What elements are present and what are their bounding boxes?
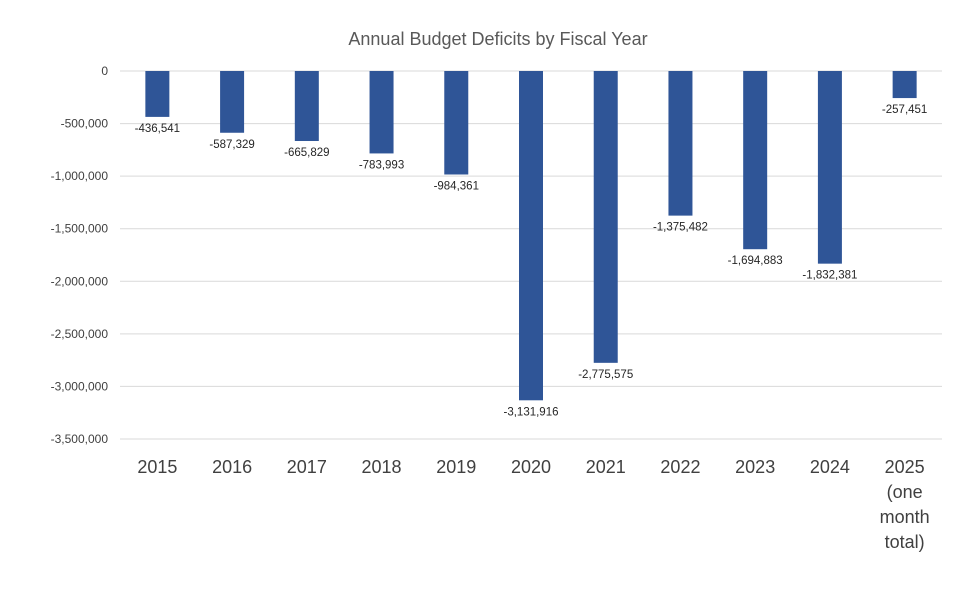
data-label: -984,361 <box>434 180 479 192</box>
y-tick-label: -3,500,000 <box>51 432 109 446</box>
y-tick-label: -2,500,000 <box>51 327 109 341</box>
y-tick-label: -3,000,000 <box>51 379 109 393</box>
data-label: -665,829 <box>284 147 329 159</box>
x-tick-label-line: month <box>880 507 930 527</box>
y-tick-label: -1,000,000 <box>51 169 109 183</box>
data-label: -1,375,482 <box>653 222 708 234</box>
data-label: -587,329 <box>209 139 254 151</box>
bar <box>145 71 170 117</box>
x-tick-label-line: 2016 <box>212 457 252 477</box>
x-tick-label: 2023 <box>735 457 775 477</box>
y-tick-label: -500,000 <box>61 117 109 131</box>
x-tick-label: 2015 <box>137 457 177 477</box>
bars <box>145 71 917 401</box>
x-tick-label-line: (one <box>887 482 923 502</box>
y-tick-label: 0 <box>101 64 108 78</box>
x-tick-label: 2022 <box>660 457 700 477</box>
bar <box>444 71 469 175</box>
bar <box>294 71 319 142</box>
bar <box>369 71 394 154</box>
x-tick-label-line: total) <box>885 532 925 552</box>
y-tick-label: -1,500,000 <box>51 222 109 236</box>
data-label: -2,775,575 <box>578 369 633 381</box>
data-label: -3,131,916 <box>504 406 559 418</box>
x-tick-label: 2021 <box>586 457 626 477</box>
bar <box>668 71 693 216</box>
x-tick-label-line: 2021 <box>586 457 626 477</box>
x-tick-label: 2020 <box>511 457 551 477</box>
chart-title: Annual Budget Deficits by Fiscal Year <box>348 29 648 49</box>
data-label: -257,451 <box>882 104 927 116</box>
x-tick-label-line: 2018 <box>362 457 402 477</box>
x-tick-label-line: 2024 <box>810 457 850 477</box>
x-tick-label-line: 2020 <box>511 457 551 477</box>
data-label: -1,694,883 <box>728 255 783 267</box>
data-label: -436,541 <box>135 123 180 135</box>
y-axis-tick-labels: 0 -500,000 -1,000,000 -1,500,000 -2,000,000 -… <box>51 64 109 446</box>
x-tick-label-line: 2023 <box>735 457 775 477</box>
bar <box>220 71 245 133</box>
x-tick-label-line: 2015 <box>137 457 177 477</box>
bar <box>817 71 842 264</box>
x-tick-label: 2019 <box>436 457 476 477</box>
x-tick-label: 2024 <box>810 457 850 477</box>
x-tick-label: 2017 <box>287 457 327 477</box>
bar <box>743 71 768 250</box>
x-tick-label-line: 2019 <box>436 457 476 477</box>
x-tick-label: 2018 <box>362 457 402 477</box>
x-tick-label-line: 2017 <box>287 457 327 477</box>
data-labels: -436,541 -587,329 -665,829 -783,993 -984,361… <box>135 104 928 418</box>
data-label: -783,993 <box>359 159 404 171</box>
x-tick-label-line: 2022 <box>660 457 700 477</box>
bar <box>519 71 543 401</box>
y-tick-label: -2,000,000 <box>51 274 109 288</box>
bar <box>593 71 618 363</box>
x-tick-label: 2016 <box>212 457 252 477</box>
x-axis-tick-labels: 2015 2016 2017 2018 2019 2020 2021 2022 2023 2024… <box>137 457 929 552</box>
data-label: -1,832,381 <box>802 270 857 282</box>
bar <box>892 71 917 99</box>
x-tick-label-line: 2025 <box>885 457 925 477</box>
x-tick-label: 2025 (one month total) <box>880 457 930 552</box>
